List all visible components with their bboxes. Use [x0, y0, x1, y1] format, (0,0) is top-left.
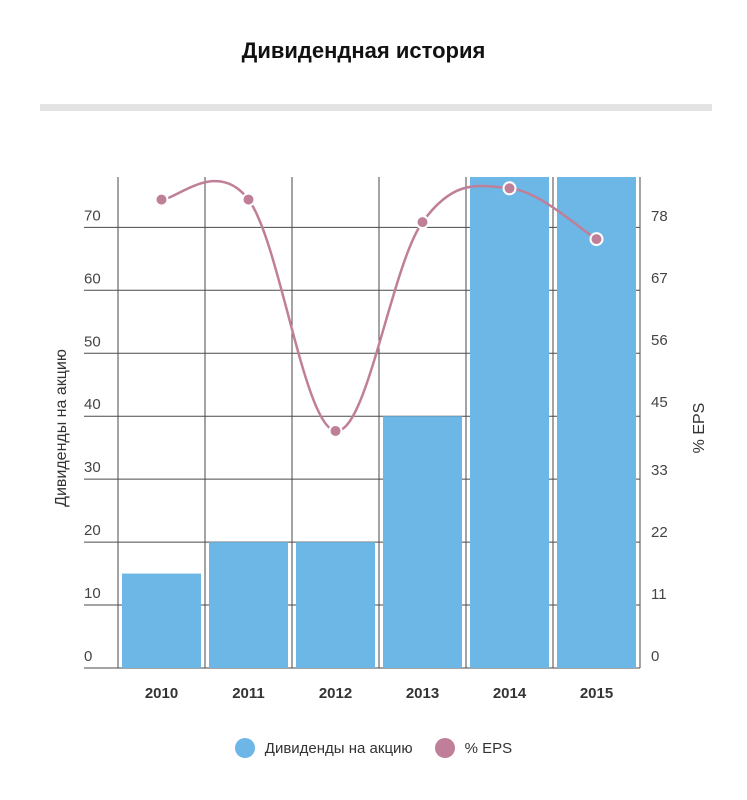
y-tick-label: 30	[84, 459, 101, 476]
x-tick-label: 2012	[319, 685, 352, 702]
legend-item-dividends[interactable]: Дивиденды на акцию	[234, 738, 413, 758]
bar-2012	[296, 542, 375, 668]
bar-2013	[383, 416, 462, 668]
y2-tick-label: 0	[651, 648, 659, 665]
y-tick-label: 60	[84, 270, 101, 287]
bar-2011	[209, 542, 288, 668]
legend-label-dividends: Дивиденды на акцию	[264, 739, 413, 757]
y-tick-label: 70	[84, 207, 101, 224]
y2-tick-label: 22	[651, 524, 668, 541]
legend-item-eps[interactable]: % EPS	[434, 738, 513, 758]
y-tick-label: 10	[84, 585, 101, 602]
y2-tick-label: 78	[651, 208, 668, 225]
y2-tick-label: 67	[651, 270, 668, 287]
x-tick-label: 2010	[145, 685, 178, 702]
y2-axis-title: % EPS	[691, 403, 708, 454]
x-tick-label: 2015	[580, 685, 613, 702]
y-axis-title: Дивиденды на акцию	[53, 349, 70, 507]
legend-swatch-dividends	[234, 738, 255, 758]
legend: Дивиденды на акцию % EPS	[0, 738, 747, 758]
dividend-chart: 0 10 20 30 40 50 60 70 0 11 22 33 45 56 67 78 2010 2011 20…	[53, 177, 708, 702]
x-tick-label: 2013	[406, 685, 439, 702]
eps-point-2010	[154, 192, 169, 207]
bar-2014	[470, 177, 549, 668]
eps-point-2014	[502, 181, 517, 196]
eps-point-2015	[589, 232, 604, 247]
x-tick-label: 2011	[232, 685, 265, 702]
y2-tick-label: 11	[651, 586, 667, 603]
x-tick-label: 2014	[493, 685, 527, 702]
eps-point-2013	[415, 215, 430, 230]
y-tick-label: 0	[84, 648, 92, 665]
title-divider	[40, 104, 712, 111]
eps-point-2011	[241, 192, 256, 207]
y-tick-label: 40	[84, 396, 101, 413]
y2-tick-label: 33	[651, 462, 668, 479]
y2-tick-label: 45	[651, 394, 668, 411]
legend-swatch-eps	[434, 738, 455, 758]
legend-label-eps: % EPS	[464, 739, 513, 757]
y2-tick-label: 56	[651, 332, 668, 349]
chart-title: Дивидендная история	[241, 38, 486, 63]
bar-2015	[557, 177, 636, 668]
y-tick-label: 20	[84, 522, 101, 539]
eps-point-2012	[328, 423, 343, 438]
y-tick-label: 50	[84, 333, 101, 350]
bar-2010	[122, 573, 201, 668]
